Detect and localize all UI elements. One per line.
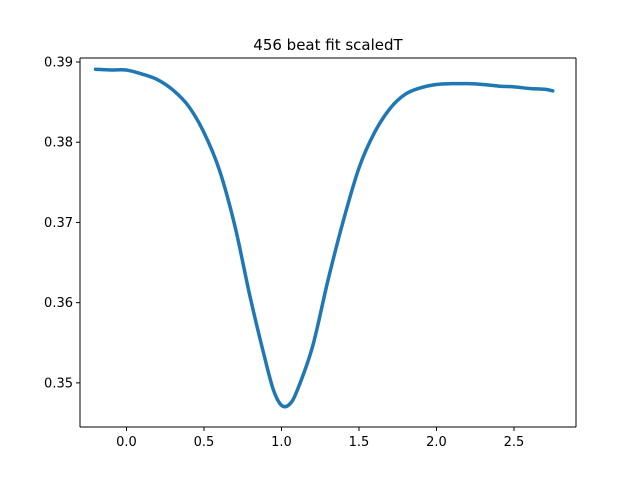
axes: 0.0 0.5 1.0 1.5 2.0 2.5 0.35 0.36 0.37 0.38 0.39 (44, 56, 577, 450)
series-line-0 (93, 67, 555, 409)
y-tick-label: 0.39 (44, 56, 73, 71)
x-tick-label: 1.5 (349, 435, 370, 450)
x-tick-label: 2.5 (504, 435, 525, 450)
y-tick-label: 0.36 (44, 296, 73, 311)
y-tick-label: 0.37 (44, 216, 73, 231)
chart-title: 456 beat fit scaledT (253, 36, 403, 54)
x-tick-label: 1.0 (271, 435, 292, 450)
x-tick-label: 0.0 (116, 435, 137, 450)
x-tick-label: 0.5 (194, 435, 215, 450)
x-tick-label: 2.0 (426, 435, 447, 450)
y-tick-label: 0.38 (44, 136, 73, 151)
plot-area (93, 67, 555, 409)
y-tick-label: 0.35 (44, 376, 73, 391)
